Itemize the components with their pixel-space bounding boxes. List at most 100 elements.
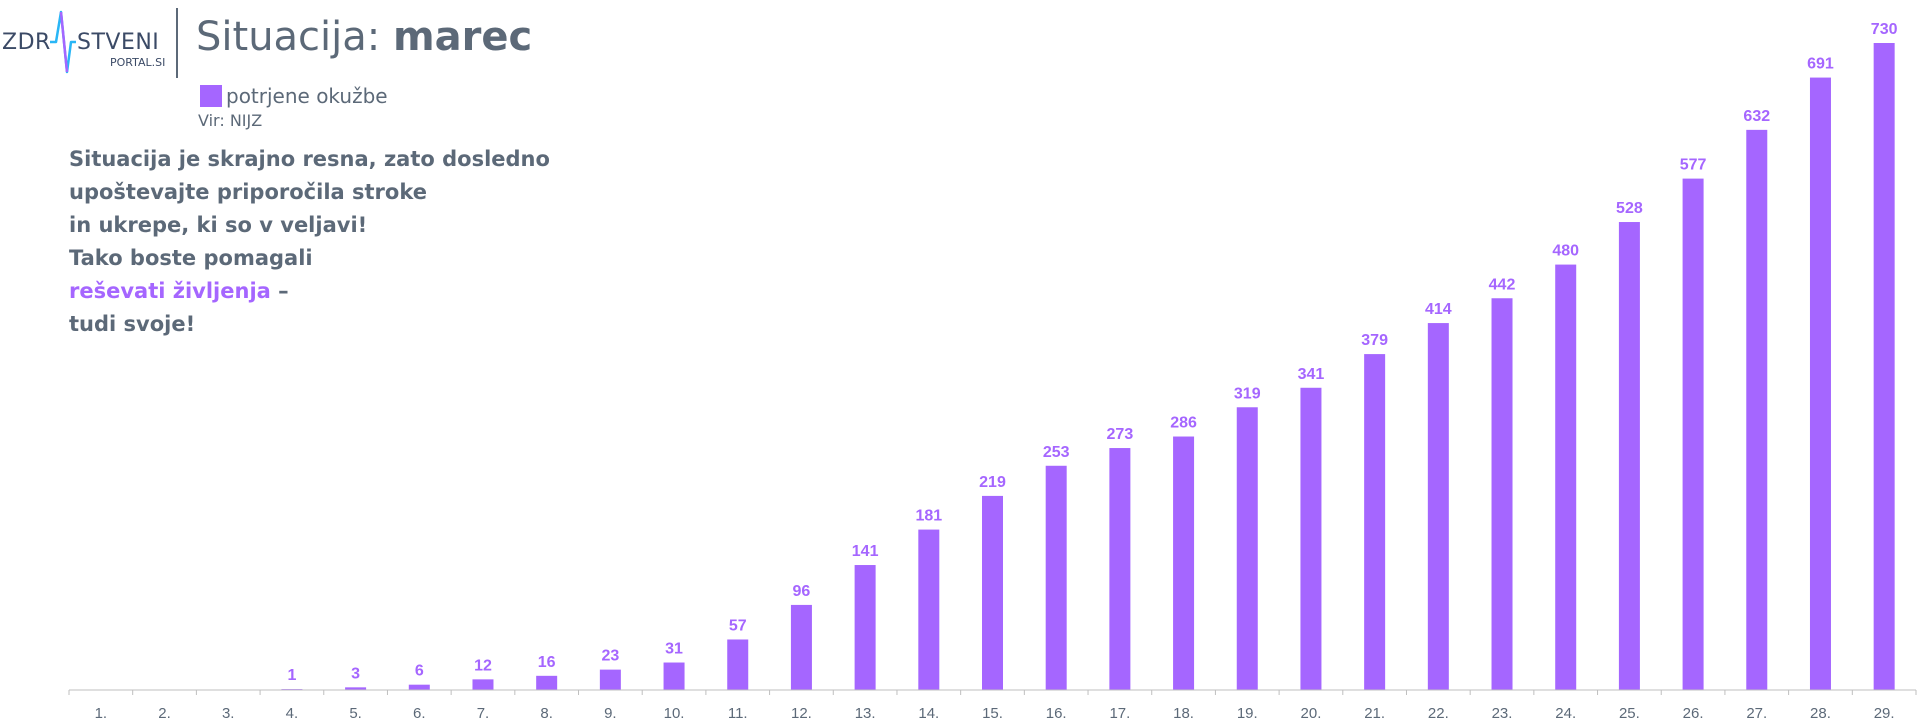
x-tick-label: 24. — [1555, 705, 1576, 722]
data-label: 286 — [1170, 415, 1197, 432]
bar — [1809, 77, 1831, 690]
data-label: 16 — [538, 654, 556, 671]
x-tick-label: 25. — [1619, 705, 1640, 722]
x-tick-label: 23. — [1492, 705, 1513, 722]
title-month: marec — [392, 14, 533, 60]
x-tick-label: 8. — [540, 705, 553, 722]
x-tick-label: 20. — [1301, 705, 1322, 722]
data-label: 96 — [793, 583, 811, 600]
logo: ZDR STVENI PORTAL.SI — [0, 8, 170, 78]
x-tick-label: 22. — [1428, 705, 1449, 722]
x-tick-label: 18. — [1173, 705, 1194, 722]
data-label: 528 — [1616, 200, 1643, 217]
data-label: 3 — [351, 665, 360, 682]
bar — [663, 662, 685, 690]
bar — [1427, 323, 1449, 690]
source-note: Vir: NIJZ — [198, 111, 263, 130]
message-line-5: reševati življenja – — [69, 275, 550, 308]
data-label: 181 — [915, 508, 942, 525]
x-tick-label: 19. — [1237, 705, 1258, 722]
message-line-3: in ukrepe, ki so v veljavi! — [69, 213, 368, 237]
bar — [1045, 465, 1067, 690]
message-line-1: Situacija je skrajno resna, zato dosledn… — [69, 147, 550, 171]
bar — [790, 604, 812, 690]
bar — [1555, 264, 1577, 690]
bar — [1236, 407, 1258, 690]
message-highlight: reševati življenja — [69, 279, 271, 303]
x-tick-label: 5. — [349, 705, 362, 722]
x-tick-label: 12. — [791, 705, 812, 722]
data-label: 219 — [979, 474, 1006, 491]
x-tick-label: 7. — [477, 705, 490, 722]
legend: potrjene okužbe — [200, 84, 388, 108]
bar — [345, 687, 367, 690]
x-tick-label: 3. — [222, 705, 235, 722]
message-line-2: upoštevajte priporočila stroke — [69, 180, 427, 204]
bar — [599, 669, 621, 690]
bar — [1364, 354, 1386, 690]
x-tick-label: 28. — [1810, 705, 1831, 722]
x-tick-label: 11. — [728, 705, 748, 722]
data-label: 577 — [1680, 157, 1707, 174]
data-label: 141 — [852, 543, 879, 560]
x-tick-label: 17. — [1109, 705, 1130, 722]
bar — [918, 529, 940, 690]
x-tick-label: 21. — [1364, 705, 1385, 722]
bar — [536, 675, 558, 690]
data-label: 319 — [1234, 385, 1261, 402]
legend-label: potrjene okužbe — [226, 84, 388, 108]
data-label: 379 — [1361, 332, 1388, 349]
bar — [1618, 222, 1640, 690]
x-axis — [68, 689, 1917, 695]
data-label: 12 — [474, 657, 492, 674]
x-tick-label: 4. — [286, 705, 299, 722]
data-label: 442 — [1489, 276, 1516, 293]
bar — [982, 495, 1003, 690]
data-labels-group: 1 3 6 12 16 23 31 57 96 141 181 219 253 273 286 319 341 3… — [287, 21, 1897, 684]
x-tick-label: 26. — [1683, 705, 1704, 722]
legend-swatch — [200, 85, 222, 107]
x-tick-label: 1. — [95, 705, 108, 722]
data-label: 730 — [1871, 21, 1898, 38]
bar — [1300, 387, 1322, 690]
bar — [854, 565, 876, 690]
data-label: 414 — [1425, 301, 1452, 318]
bars-group — [281, 43, 1895, 691]
x-tick-labels-group: 1. 2. 3. 4. 5. 6. 7. 8. 9. 10. 11. 12. 13. 14. 15. 16. 1… — [95, 705, 1895, 722]
bar — [1109, 448, 1131, 690]
x-tick-label: 27. — [1746, 705, 1767, 722]
data-label: 6 — [415, 663, 424, 680]
data-label: 31 — [665, 641, 683, 658]
bar — [1173, 436, 1195, 690]
x-tick-label: 14. — [918, 705, 939, 722]
x-tick-label: 10. — [664, 705, 685, 722]
data-label: 1 — [287, 667, 296, 684]
data-label: 691 — [1807, 56, 1834, 73]
x-tick-label: 9. — [604, 705, 617, 722]
data-label: 480 — [1552, 243, 1579, 260]
data-label: 23 — [601, 648, 619, 665]
x-tick-label: 6. — [413, 705, 426, 722]
x-tick-label: 15. — [982, 705, 1003, 722]
bar — [1682, 178, 1704, 690]
logo-text-right: STVENI — [77, 30, 160, 55]
warning-message: Situacija je skrajno resna, zato dosledn… — [69, 143, 550, 341]
data-label: 273 — [1107, 426, 1134, 443]
logo-text-left: ZDR — [2, 30, 51, 55]
bar — [1491, 298, 1513, 690]
bar — [472, 679, 494, 690]
message-line-5-rest: – — [270, 279, 289, 303]
data-label: 341 — [1298, 366, 1325, 383]
message-line-4: Tako boste pomagali — [69, 246, 313, 270]
x-tick-label: 29. — [1874, 705, 1895, 722]
data-label: 632 — [1743, 108, 1770, 125]
chart-title: Situacija: marec — [196, 14, 532, 60]
data-label: 253 — [1043, 444, 1070, 461]
bar — [1873, 43, 1895, 690]
bar — [408, 684, 430, 690]
logo-wave-icon — [50, 10, 76, 74]
x-tick-label: 13. — [855, 705, 876, 722]
message-line-6: tudi svoje! — [69, 312, 196, 336]
data-label: 57 — [729, 617, 747, 634]
